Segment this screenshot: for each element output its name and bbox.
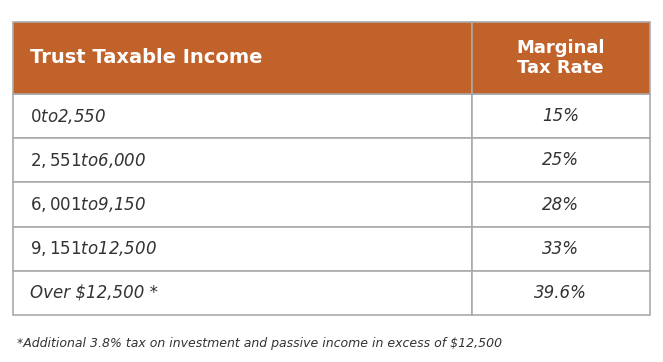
Bar [471, 138, 650, 182]
Bar [471, 94, 650, 138]
Text: 33%: 33% [542, 240, 579, 258]
Bar [13, 94, 471, 138]
Bar [13, 271, 471, 315]
Bar [13, 227, 471, 271]
Text: Trust Taxable Income: Trust Taxable Income [30, 49, 263, 67]
Bar [13, 182, 471, 227]
Text: 25%: 25% [542, 151, 579, 169]
Text: $6,001 to $9,150: $6,001 to $9,150 [30, 195, 146, 214]
Text: 15%: 15% [542, 107, 579, 125]
Bar [471, 22, 650, 94]
Bar [13, 22, 471, 94]
Text: Over $12,500 *: Over $12,500 * [30, 284, 158, 302]
Text: $9,151 to $12,500: $9,151 to $12,500 [30, 239, 156, 258]
Bar [471, 182, 650, 227]
Text: *Additional 3.8% tax on investment and passive income in excess of $12,500: *Additional 3.8% tax on investment and p… [17, 337, 502, 350]
Bar [13, 138, 471, 182]
Text: 28%: 28% [542, 195, 579, 214]
Bar [471, 271, 650, 315]
Text: 39.6%: 39.6% [534, 284, 587, 302]
Bar [471, 227, 650, 271]
Text: $2,551 to $6,000: $2,551 to $6,000 [30, 151, 146, 170]
Text: Marginal
Tax Rate: Marginal Tax Rate [516, 38, 605, 77]
Text: $0 to $2,550: $0 to $2,550 [30, 107, 106, 126]
